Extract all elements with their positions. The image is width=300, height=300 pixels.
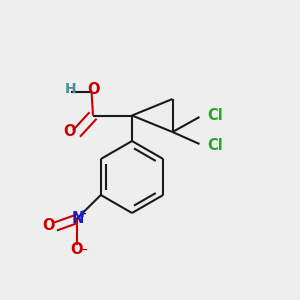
Text: O: O (43, 218, 55, 233)
Text: N: N (71, 211, 84, 226)
Text: O: O (87, 82, 99, 97)
Text: H: H (65, 82, 76, 96)
Text: Cl: Cl (207, 138, 223, 153)
Text: −: − (78, 245, 88, 255)
Text: O: O (70, 242, 83, 257)
Text: +: + (79, 208, 88, 219)
Text: O: O (63, 124, 76, 140)
Text: Cl: Cl (207, 108, 223, 123)
